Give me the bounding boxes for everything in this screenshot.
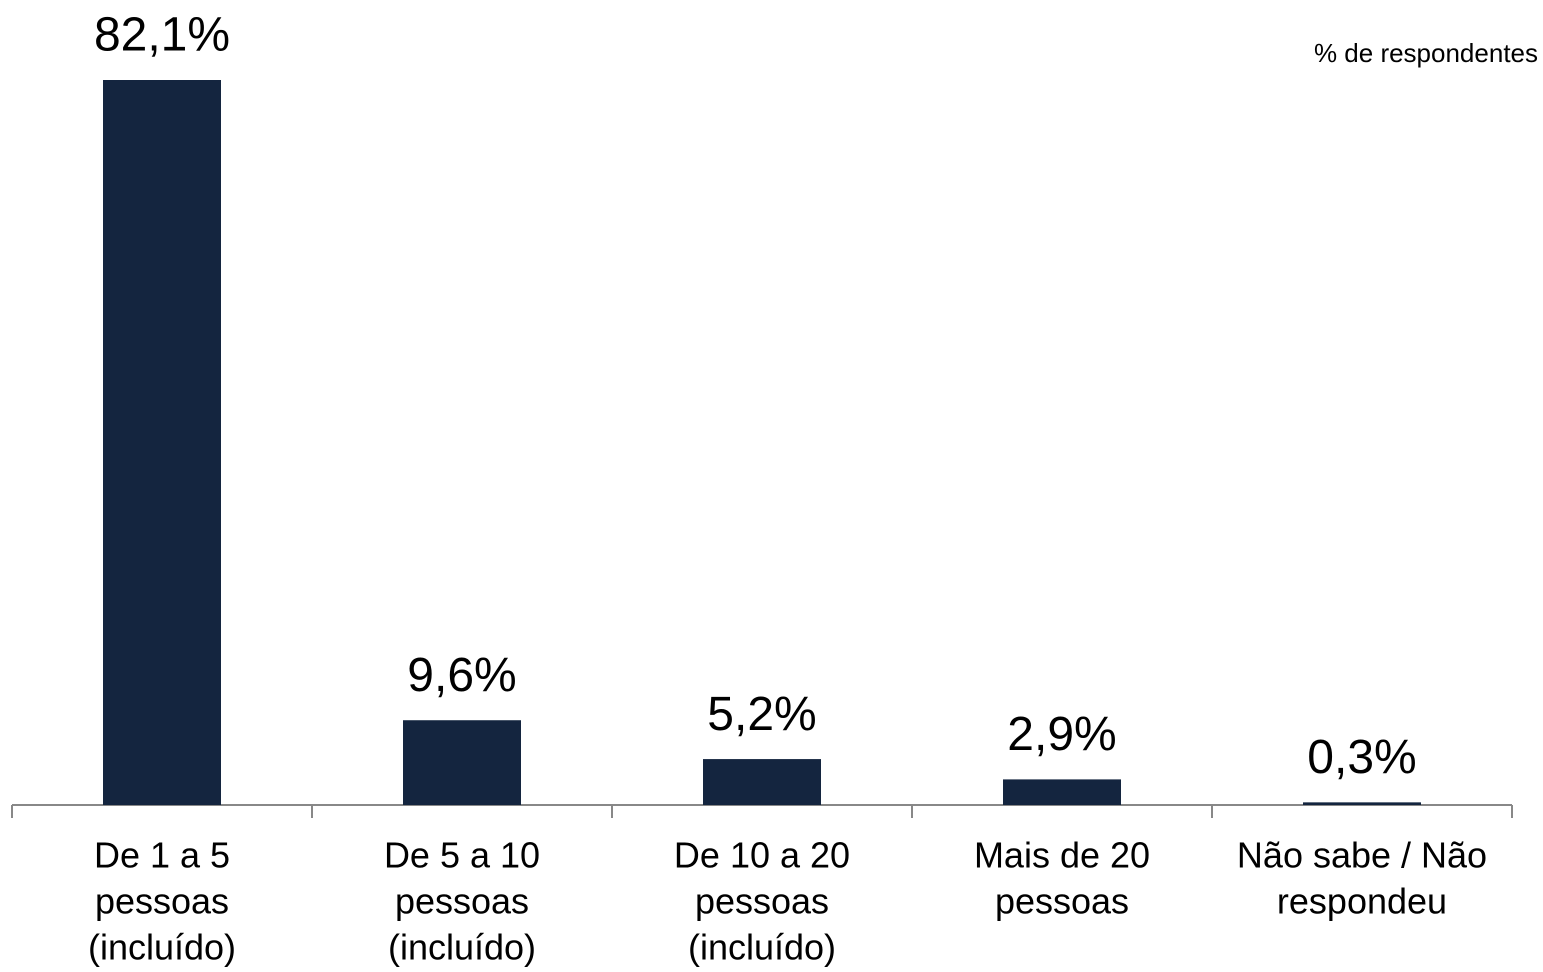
- x-tick-label: De 1 a 5: [94, 835, 230, 876]
- x-tick-label: pessoas: [995, 881, 1129, 922]
- x-tick-label: respondeu: [1277, 881, 1447, 922]
- chart-title: atualmente?: [631, 0, 890, 10]
- x-tick-label: (incluído): [88, 927, 236, 968]
- bar: [403, 720, 521, 805]
- x-tick-label: (incluído): [388, 927, 536, 968]
- value-label: 0,3%: [1307, 731, 1416, 784]
- value-label: 9,6%: [407, 649, 516, 702]
- value-label: 82,1%: [94, 9, 230, 62]
- x-tick-label: De 10 a 20: [674, 835, 850, 876]
- x-tick-label: De 5 a 10: [384, 835, 540, 876]
- x-tick-label: Não sabe / Não: [1237, 835, 1487, 876]
- x-tick-label: (incluído): [688, 927, 836, 968]
- value-label: 2,9%: [1007, 708, 1116, 761]
- x-tick-label: pessoas: [695, 881, 829, 922]
- value-label: 5,2%: [707, 688, 816, 741]
- bar: [703, 759, 821, 805]
- bar: [1003, 779, 1121, 805]
- bar: [1303, 802, 1421, 805]
- bar: [103, 80, 221, 805]
- x-tick-label: pessoas: [395, 881, 529, 922]
- x-tick-label: Mais de 20: [974, 835, 1150, 876]
- chart-subtitle: % de respondentes: [1314, 38, 1538, 68]
- x-tick-label: pessoas: [95, 881, 229, 922]
